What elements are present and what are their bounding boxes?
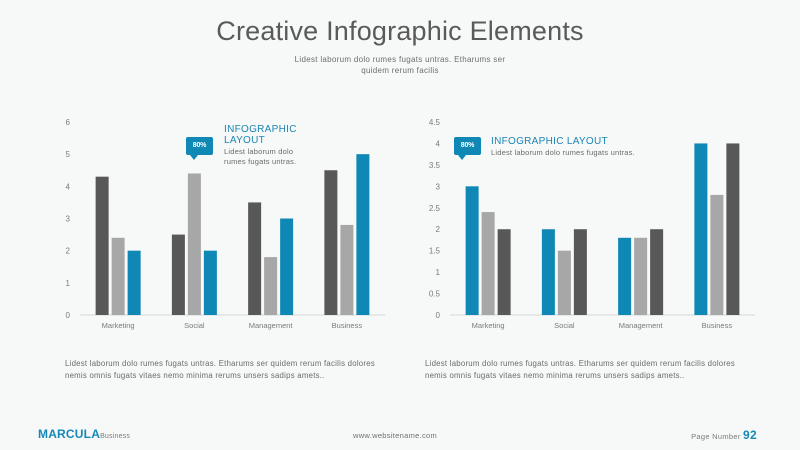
footer-brand: MARCULABusiness xyxy=(38,427,130,441)
bar-business-2 xyxy=(710,194,724,315)
bar-social-2 xyxy=(557,250,571,315)
left-callout-text: Lidest laborum dolo rumes fugats untras. xyxy=(224,147,297,166)
bar-business-3 xyxy=(356,154,370,315)
bar-management-1 xyxy=(248,202,262,315)
y-tick-label: 1 xyxy=(66,279,71,288)
bar-management-2 xyxy=(264,257,278,315)
y-tick-label: 4.5 xyxy=(429,118,441,127)
y-tick-label: 1 xyxy=(436,268,441,277)
x-tick-label: Marketing xyxy=(472,321,505,330)
y-tick-label: 2.5 xyxy=(429,204,441,213)
bar-social-1 xyxy=(171,234,185,315)
bar-marketing-3 xyxy=(127,250,141,315)
y-tick-label: 0 xyxy=(436,311,441,320)
bar-business-3 xyxy=(726,143,740,315)
bar-marketing-1 xyxy=(465,186,479,315)
bar-management-3 xyxy=(650,229,664,315)
x-tick-label: Management xyxy=(619,321,664,330)
y-tick-label: 3 xyxy=(436,182,441,191)
footer-brand-name: MARCULA xyxy=(38,427,101,441)
x-tick-label: Social xyxy=(184,321,205,330)
y-tick-label: 6 xyxy=(66,118,71,127)
bar-management-3 xyxy=(280,218,294,315)
x-tick-label: Business xyxy=(332,321,363,330)
right-chart-svg: 0 0.5 1 1.5 2 2.5 3 3.5 4 4.5 Marketing Social Manag… xyxy=(429,118,755,330)
footer-page-number: 92 xyxy=(743,428,757,442)
y-tick-label: 3.5 xyxy=(429,161,441,170)
right-callout-text: Lidest laborum dolo rumes fugats untras. xyxy=(491,148,635,157)
bar-business-2 xyxy=(340,224,354,315)
y-tick-label: 4 xyxy=(66,182,71,191)
y-tick-label: 4 xyxy=(436,139,441,148)
left-callout-badge: 80% xyxy=(186,137,213,160)
y-tick-label: 2 xyxy=(436,225,441,234)
y-tick-label: 1.5 xyxy=(429,247,441,256)
bar-social-3 xyxy=(573,229,587,315)
bar-social-1 xyxy=(541,229,555,315)
y-tick-label: 3 xyxy=(66,215,71,224)
left-bar-chart: 0 1 2 3 4 5 6 Marketing Social Management Business… xyxy=(45,112,395,337)
bar-marketing-3 xyxy=(497,229,511,315)
bar-social-3 xyxy=(203,250,217,315)
x-tick-label: Social xyxy=(554,321,575,330)
bar-social-2 xyxy=(187,173,201,315)
bar-management-2 xyxy=(634,237,648,315)
left-chart-svg: 0 1 2 3 4 5 6 Marketing Social Management Business xyxy=(66,118,385,330)
right-description: Lidest laborum dolo rumes fugats untras.… xyxy=(425,359,735,380)
right-callout-title: INFOGRAPHIC LAYOUT xyxy=(491,136,608,147)
bar-management-1 xyxy=(618,237,632,315)
x-tick-label: Management xyxy=(249,321,294,330)
left-description: Lidest laborum dolo rumes fugats untras.… xyxy=(65,359,375,380)
right-callout-badge: 80% xyxy=(454,137,481,160)
y-tick-label: 0 xyxy=(66,311,71,320)
footer-page: Page Number 92 xyxy=(691,428,757,442)
footer-page-label: Page Number xyxy=(691,432,741,441)
y-tick-label: 0.5 xyxy=(429,290,441,299)
x-tick-label: Business xyxy=(702,321,733,330)
y-tick-label: 2 xyxy=(66,247,71,256)
slide-subtitle: Lidest laborum dolo rumes fugats untras.… xyxy=(294,55,506,75)
bar-marketing-1 xyxy=(95,176,109,315)
bar-marketing-2 xyxy=(481,212,495,315)
bar-marketing-2 xyxy=(111,237,125,315)
footer-brand-sub: Business xyxy=(100,433,131,440)
left-callout-title: INFOGRAPHIC LAYOUT xyxy=(224,124,297,146)
bar-business-1 xyxy=(324,170,338,315)
y-tick-label: 5 xyxy=(66,150,71,159)
bar-business-1 xyxy=(694,143,708,315)
footer-website: www.websitename.com xyxy=(353,431,438,440)
right-bar-chart: 0 0.5 1 1.5 2 2.5 3 3.5 4 4.5 Marketing Social Manag… xyxy=(415,112,765,337)
x-tick-label: Marketing xyxy=(102,321,135,330)
slide-title: Creative Infographic Elements xyxy=(216,16,584,46)
